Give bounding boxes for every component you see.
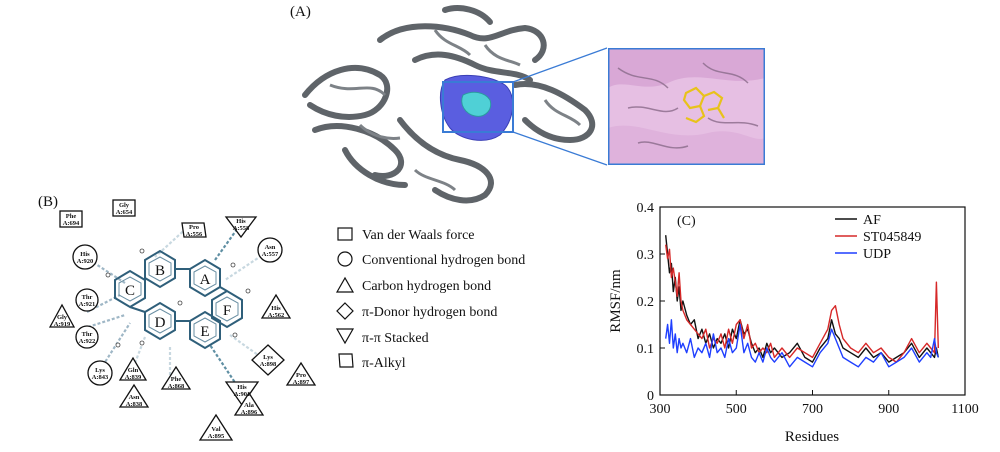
ring-label: A [200,272,211,288]
ring-label: D [155,315,166,331]
y-axis-label: RMSF/nm [608,269,624,333]
residue-name: Lys [263,354,273,361]
legend-triangle-down-icon [335,328,355,345]
residue-name: Thr [82,294,93,301]
residue-name: Thr [82,331,93,338]
x-tick-label: 300 [650,402,671,417]
x-axis-label: Residues [785,429,839,445]
ring-label: E [200,324,209,340]
rmsf-line-chart: 300 500 700 900 1100 0 0.1 0.2 0.3 0.4 (C) Residu… [608,201,979,445]
residue-id: A:895 [208,433,225,440]
residue-id: A:556 [186,231,203,238]
legend-label: π-π Stacked [362,331,429,346]
residue-id: A:839 [125,374,142,381]
legend-entry: ST045849 [863,230,921,245]
x-tick-label: 500 [726,402,747,417]
series-line-st045849 [665,244,939,363]
legend-diamond-icon [336,302,354,320]
x-tick-label: 1100 [951,402,978,417]
y-tick-label: 0.1 [637,342,655,357]
legend-label: π-Donor hydrogen bond [362,305,497,320]
residue-name: Pro [189,224,199,231]
legend-parallelogram-icon [338,353,354,368]
residue-id: A:898 [260,361,277,368]
y-tick-label: 0 [647,389,654,404]
residue-id: A:921 [79,301,96,308]
panel-a-label: (A) [290,4,311,20]
residue-id: A:919 [54,321,71,328]
interaction-legend: Van der Waals force Conventional hydroge… [335,227,525,371]
binding-site-zoom-image [608,48,765,165]
residue-id: A:654 [116,209,133,216]
ring-label: F [223,303,231,319]
residue-id: A:694 [63,220,80,227]
panel-b-label: (B) [38,194,58,210]
legend-label: Van der Waals force [362,228,475,243]
residue-id: A:920 [77,258,94,265]
residue-name: His [236,218,246,225]
legend-triangle-icon [335,276,355,293]
ring-label: B [155,263,165,279]
y-tick-label: 0.4 [637,201,655,216]
legend-entry: AF [863,213,881,228]
x-tick-label: 700 [802,402,823,417]
residue-id: A:557 [262,251,279,258]
residue-name: Phe [66,213,77,220]
residue-id: A:896 [241,409,258,416]
legend-label: Carbon hydrogen bond [362,279,491,294]
y-tick-label: 0.2 [637,295,655,310]
legend-label: π-Alkyl [362,356,406,371]
residue-id: A:901 [234,391,251,398]
legend-square-icon [337,227,353,241]
residue-name: His [271,305,281,312]
residue-name: Lys [95,367,105,374]
residue-id: A:562 [268,312,285,319]
residue-name: Asn [265,244,276,251]
residue-name: His [80,251,90,258]
residue-name: Val [211,426,220,433]
residue-name: Ala [244,402,255,409]
legend-label: Conventional hydrogen bond [362,253,525,268]
residue-name: Pro [296,372,306,379]
residue-name: Gln [128,367,139,374]
residue-id: A:922 [79,338,96,345]
legend-entry: UDP [863,247,891,262]
chart-panel-label: (C) [677,214,696,229]
residue-id: A:843 [92,374,109,381]
y-tick-label: 0.3 [637,248,655,263]
residue-id: A:838 [126,401,143,408]
interaction-diagram: B A C D E F Phe A:694 Gly A:6 [48,199,317,441]
plot-area [659,206,966,396]
residue-name: Asn [129,394,140,401]
legend-circle-icon [337,251,353,267]
residue-id: A:897 [293,379,310,386]
ring-label: C [125,283,135,299]
residue-name: Gly [57,314,68,321]
x-tick-label: 900 [878,402,899,417]
protein-structure-image [302,5,608,204]
series-line-udp [665,319,939,368]
residue-name: Gly [119,202,130,209]
residue-name: Phe [171,376,182,383]
residue-name: His [237,384,247,391]
residue-id: A:868 [168,383,185,390]
residue-id: A:558 [233,225,250,232]
